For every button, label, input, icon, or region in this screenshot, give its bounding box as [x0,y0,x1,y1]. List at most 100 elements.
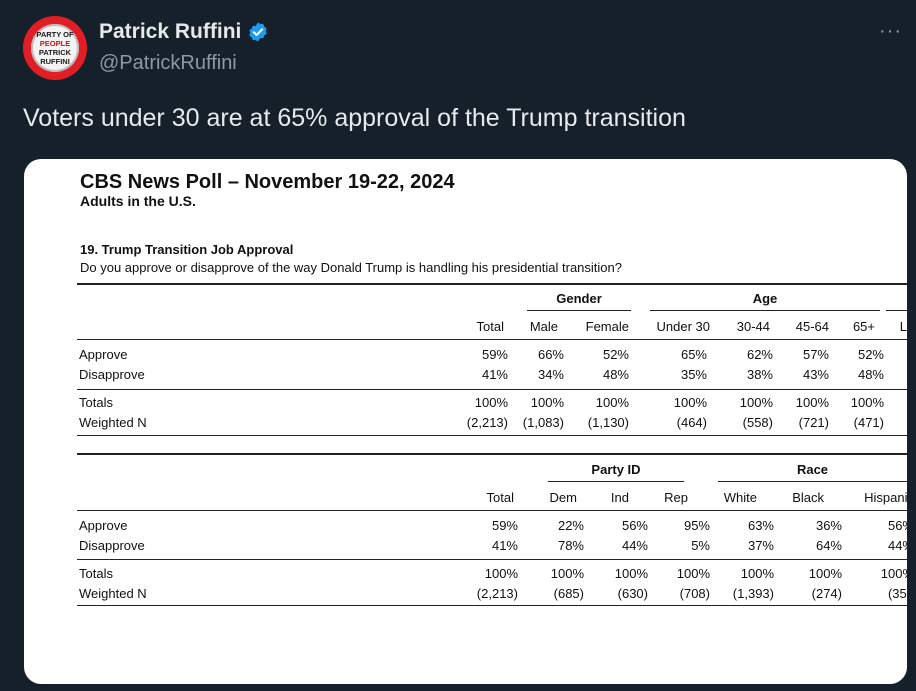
question-text: Do you approve or disapprove of the way … [80,260,622,275]
table-cell: 44% [887,538,907,553]
author-name-row[interactable]: Patrick Ruffini [99,20,269,44]
table-cell: 66% [537,347,564,362]
avatar-text-line: PATRICK [38,48,72,57]
row-label: Disapprove [79,367,145,382]
table-cell: 100% [614,566,648,581]
table-rule [77,339,907,340]
table-rule [77,435,907,436]
table-cell: 100% [676,566,710,581]
question-title: 19. Trump Transition Job Approval [80,242,294,257]
row-label: Approve [79,518,128,533]
group-rule [718,481,907,482]
column-header: 45-64 [795,319,829,334]
table-cell: 100% [808,566,842,581]
row-label: Weighted N [79,415,147,430]
column-header: Male [529,319,558,334]
table-cell: 41% [481,367,508,382]
group-rule [886,310,907,311]
table-cell: 100% [739,395,773,410]
table-cell: 100% [550,566,584,581]
table-cell: 38% [746,367,773,382]
verified-badge-icon [249,22,268,42]
column-header: Rep [664,490,688,505]
table-cell: 59% [481,347,508,362]
column-header: White [723,490,757,505]
table-cell: 100% [484,566,518,581]
table-cell: 100% [880,566,907,581]
avatar-text-line: RUFFINI [40,57,70,66]
table-cell: (464) [676,415,707,430]
row-label: Approve [79,347,128,362]
table-rule [77,559,907,560]
column-group-party-id: Party ID [591,462,641,477]
table-cell: (721) [798,415,829,430]
column-header: L [899,319,907,334]
table-cell: 78% [557,538,584,553]
poll-subtitle: Adults in the U.S. [80,193,196,209]
table-cell: (1,393) [732,586,774,601]
table-cell: 95% [683,518,710,533]
avatar[interactable]: PARTY OF PEOPLE PATRICK RUFFINI [23,16,87,80]
column-header: Under 30 [656,319,710,334]
table-rule [77,510,907,511]
table-cell: 44% [621,538,648,553]
column-header: Dem [549,490,577,505]
table-cell: 48% [857,367,884,382]
table-cell: (1,130) [587,415,629,430]
poll-title: CBS News Poll – November 19-22, 2024 [80,171,455,193]
table-rule [77,283,907,285]
group-rule [527,310,631,311]
table-cell: 52% [857,347,884,362]
row-label: Totals [79,395,113,410]
column-group-race: Race [796,462,829,477]
table-cell: (558) [742,415,773,430]
table-cell: (274) [811,586,842,601]
column-group-gender: Gender [556,291,602,306]
column-header: 30-44 [736,319,770,334]
table-cell: (1,083) [522,415,564,430]
column-header: Total [476,319,504,334]
table-cell: 63% [747,518,774,533]
column-header: Black [792,490,824,505]
avatar-logo: PARTY OF PEOPLE PATRICK RUFFINI [31,24,79,72]
table-cell: 5% [691,538,710,553]
author-display-name[interactable]: Patrick Ruffini [99,20,242,43]
table-cell: (708) [679,586,710,601]
table-cell: 57% [802,347,829,362]
table-cell: 100% [850,395,884,410]
column-header: 65+ [852,319,875,334]
column-header: Total [486,490,514,505]
row-label: Disapprove [79,538,145,553]
table-cell: 64% [815,538,842,553]
table-cell: 34% [537,367,564,382]
table-cell: 59% [491,518,518,533]
table-cell: 52% [602,347,629,362]
group-rule [650,310,880,311]
table-cell: 48% [602,367,629,382]
table-cell: (630) [617,586,648,601]
table-cell: 37% [747,538,774,553]
table-cell: 62% [746,347,773,362]
table-cell: 100% [595,395,629,410]
table-cell: (2,213) [466,415,508,430]
table-cell: 36% [815,518,842,533]
avatar-text-line: PEOPLE [39,39,71,48]
table-cell: 56% [621,518,648,533]
table-cell: 100% [474,395,508,410]
column-group-age: Age [752,291,778,306]
table-cell: 100% [795,395,829,410]
table-cell: 56% [887,518,907,533]
row-label: Totals [79,566,113,581]
table-cell: 43% [802,367,829,382]
more-options-icon[interactable]: ··· [879,20,902,42]
column-header: Hispanic [864,490,907,505]
author-handle[interactable]: @PatrickRuffini [99,52,237,74]
tweet-text: Voters under 30 are at 65% approval of t… [23,104,686,132]
table-cell: 65% [680,347,707,362]
group-rule [548,481,684,482]
table-cell: 35% [680,367,707,382]
tweet-media-image[interactable]: CBS News Poll – November 19-22, 2024 Adu… [24,159,907,684]
table-cell: (471) [853,415,884,430]
table-rule [77,605,907,606]
avatar-text-line: PARTY OF [36,30,74,39]
